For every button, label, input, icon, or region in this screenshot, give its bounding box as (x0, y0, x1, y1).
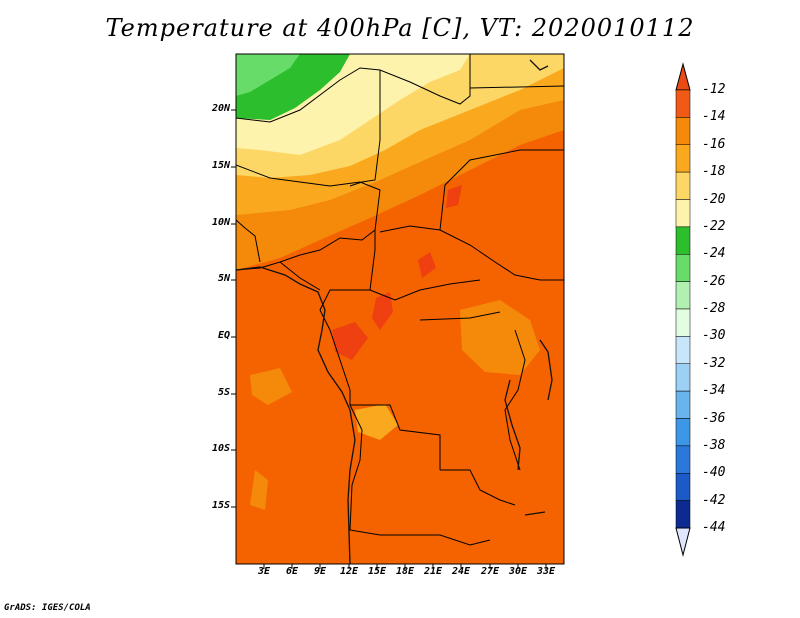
lon-tick-label: 12E (339, 566, 359, 577)
colorbar-level-label: -16 (702, 136, 726, 152)
colorbar-swatch (675, 336, 691, 364)
field-patch3-region (250, 368, 292, 405)
lon-tick-label: 3E (257, 566, 271, 577)
field-green2-region (236, 54, 300, 96)
lon-tick-label: 21E (423, 566, 443, 577)
lon-tickmarks (263, 564, 547, 569)
colorbar-level-label: -18 (702, 164, 726, 180)
lat-tick-label: 10N (211, 217, 230, 228)
colorbar-swatch (675, 445, 691, 474)
colorbar-level-label: -34 (702, 383, 726, 399)
colorbar-level-label: -28 (702, 301, 726, 316)
lon-tick-label: 9E (313, 566, 327, 577)
map-frame (235, 53, 565, 565)
map-field (236, 54, 564, 564)
colorbar-swatch (675, 117, 691, 145)
credit-text: GrADS: IGES/COLA (4, 603, 91, 613)
colorbar-swatch (675, 254, 691, 282)
colorbar-swatch (675, 473, 691, 501)
coastlines (236, 59, 553, 564)
field-warm3-region (446, 185, 462, 208)
lat-tick-label: 10S (211, 443, 230, 454)
colorbar-level-label: -20 (702, 191, 726, 207)
field-patch4-region (250, 470, 268, 510)
colorbar (675, 62, 691, 557)
colorbar-level-label: -14 (702, 109, 726, 125)
colorbar-swatch (675, 418, 691, 447)
colorbar-swatch (675, 226, 691, 255)
colorbar-swatch (675, 144, 691, 173)
lon-tick-label: 6E (285, 566, 299, 577)
colorbar-level-label: -26 (702, 273, 726, 289)
colorbar-swatch (675, 363, 691, 392)
lat-tick-label: 20N (211, 103, 230, 114)
field-patch2-region (355, 404, 398, 440)
colorbar-level-label: -12 (702, 82, 726, 97)
lat-tick-label: 15S (211, 500, 230, 511)
colorbar-level-label: -40 (702, 465, 726, 481)
colorbar-level-label: -44 (702, 520, 726, 535)
field-patch1-region (460, 300, 540, 375)
colorbar-swatch (675, 390, 691, 419)
colorbar-swatch (675, 281, 691, 310)
lon-tick-label: 33E (536, 566, 556, 577)
colorbar-level-label: -42 (702, 492, 726, 508)
colorbar-bottom-arrow (675, 527, 691, 557)
field-warm1-region (332, 322, 368, 360)
colorbar-level-label: -36 (702, 410, 726, 426)
colorbar-level-label: -32 (702, 355, 726, 371)
lat-tick-label: 15N (211, 160, 230, 171)
country-borders (236, 54, 564, 546)
colorbar-level-label: -38 (702, 437, 726, 453)
field-warm2-region (372, 292, 393, 330)
colorbar-level-label: -30 (702, 328, 726, 344)
lon-tick-label: 15E (367, 566, 387, 577)
lat-tick-label: 5N (217, 273, 230, 284)
field-warm4-region (418, 252, 436, 278)
map-title: Temperature at 400hPa [C], VT: 202001011… (105, 14, 695, 42)
lon-tick-label: 27E (480, 566, 500, 577)
colorbar-swatch (675, 171, 691, 200)
lat-tickmarks (231, 109, 236, 508)
colorbar-swatch (675, 500, 691, 529)
colorbar-swatch (675, 308, 691, 337)
lon-tick-label: 24E (451, 566, 471, 577)
lon-tick-label: 18E (395, 566, 415, 577)
colorbar-level-label: -22 (702, 218, 726, 234)
colorbar-level-label: -24 (702, 246, 726, 262)
lat-tick-label: 5S (217, 387, 230, 398)
lat-tick-label: EQ (217, 330, 230, 341)
colorbar-swatch (675, 89, 691, 118)
colorbar-top-arrow (675, 62, 691, 91)
lon-tick-label: 30E (508, 566, 528, 577)
colorbar-swatch (675, 199, 691, 228)
